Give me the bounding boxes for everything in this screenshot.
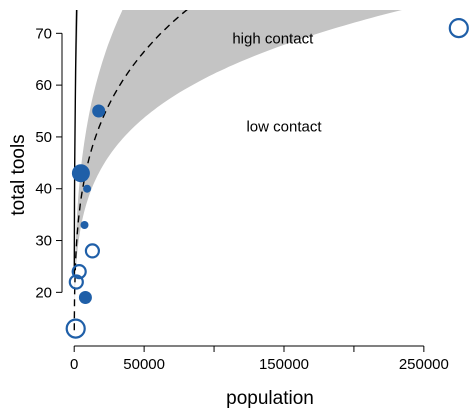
x-tick-label: 150000 xyxy=(259,356,309,373)
y-tick-label: 60 xyxy=(35,77,52,94)
axes: 20 30 40 50 60 70 0 50000 150000 250000 population… xyxy=(8,25,449,409)
data-point xyxy=(78,291,92,304)
data-point xyxy=(71,264,87,280)
data-point xyxy=(84,243,101,259)
x-axis-title: population xyxy=(226,388,314,409)
data-points xyxy=(65,18,469,339)
x-tick-label: 250000 xyxy=(399,356,449,373)
y-tick-label: 20 xyxy=(35,284,52,301)
y-tick-label: 50 xyxy=(35,129,52,146)
y-tick-label: 30 xyxy=(35,233,52,250)
curve-annotation: high contact xyxy=(232,31,314,48)
data-point xyxy=(68,274,84,290)
curve-annotations: high contact low contact xyxy=(232,31,322,136)
y-axis-title: total tools xyxy=(8,134,29,215)
y-tick-label: 40 xyxy=(35,181,52,198)
data-point xyxy=(71,164,90,183)
data-point xyxy=(80,221,89,229)
x-tick-label: 50000 xyxy=(123,356,165,373)
curve-annotation: low contact xyxy=(246,119,322,136)
confidence-bands xyxy=(74,10,402,332)
x-tick-label: 0 xyxy=(70,356,78,373)
data-point xyxy=(92,104,106,118)
data-point xyxy=(448,18,469,39)
low-contact-band xyxy=(74,10,402,332)
data-point xyxy=(65,318,86,339)
data-point xyxy=(83,184,92,193)
y-tick-label: 70 xyxy=(35,25,52,42)
